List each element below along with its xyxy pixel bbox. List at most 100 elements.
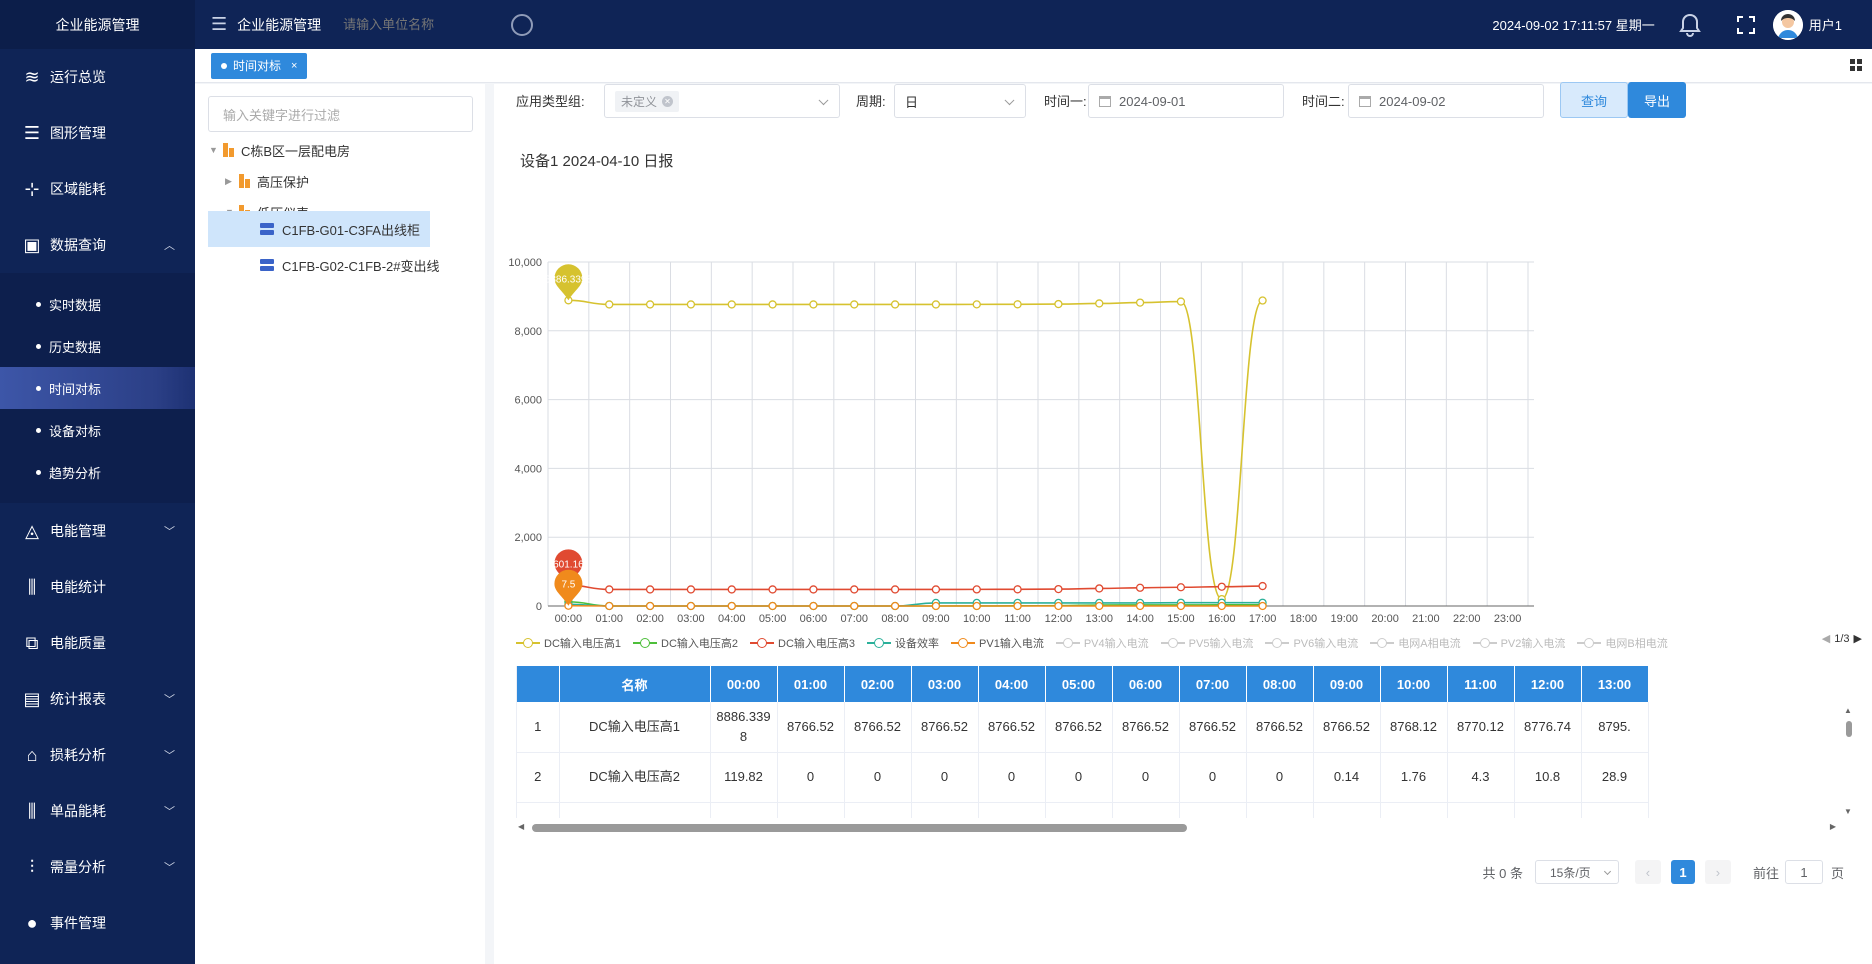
next-page-button[interactable]: › [1704,860,1731,884]
data-point[interactable] [809,601,818,611]
sidebar-item-3[interactable]: ▣ 数据查询 ︿ [0,217,195,273]
scroll-left-icon[interactable]: ◀ [518,822,525,831]
data-point[interactable] [931,300,941,309]
legend-item[interactable]: PV4输入电流 [1055,635,1149,651]
data-point[interactable] [1013,585,1022,594]
data-point[interactable] [890,585,900,594]
page-size-select[interactable]: 15条/页 [1534,860,1619,884]
legend-item[interactable]: DC输入电压高1 [516,635,621,651]
tree-filter-input[interactable]: 输入关键字进行过滤 [208,96,473,132]
data-point[interactable] [1217,601,1226,611]
data-point[interactable] [605,300,614,309]
data-point[interactable] [1135,601,1145,611]
query-button[interactable]: 查询 [1560,82,1628,118]
time1-date-picker[interactable]: 2024-09-01 [1088,84,1284,118]
data-point[interactable] [972,300,981,309]
table-vertical-scrollbar[interactable]: ▲ ▼ [1844,706,1854,816]
data-point[interactable] [1095,299,1104,308]
horizontal-scroll-thumb[interactable] [532,824,1187,832]
fullscreen-icon[interactable] [1735,14,1757,36]
data-point[interactable] [972,585,981,594]
legend-item[interactable]: 电网B相电流 [1577,635,1668,651]
legend-item[interactable]: PV2输入电流 [1472,635,1565,651]
data-point[interactable] [1095,601,1104,611]
sidebar-subitem-4[interactable]: 趋势分析 [0,451,195,493]
tab-close-icon[interactable]: × [291,59,298,72]
export-button[interactable]: 导出 [1628,82,1686,118]
sidebar-subitem-1[interactable]: 历史数据 [0,325,195,367]
page-1-button[interactable]: 1 [1670,860,1695,884]
data-point[interactable] [1095,584,1104,593]
data-point[interactable] [1258,581,1267,591]
sidebar-item-4[interactable]: ◬ 电能管理 ﹀ [0,503,195,559]
vertical-scroll-thumb[interactable] [1846,721,1852,737]
prev-page-button[interactable]: ‹ [1634,860,1661,884]
data-point[interactable] [1135,583,1145,592]
avatar[interactable] [1772,9,1803,40]
sidebar-subitem-3[interactable]: 设备对标 [0,409,195,451]
period-select[interactable]: 日 [894,84,1026,118]
menu-toggle-icon[interactable]: ☰ [211,14,228,34]
data-point[interactable] [1054,601,1063,611]
data-point[interactable] [809,300,818,309]
tree-node-root[interactable]: ▼ C栋B区一层配电房 [209,132,350,168]
data-point[interactable] [645,585,655,594]
data-point[interactable] [768,300,777,309]
table-horizontal-scrollbar[interactable]: ◀ ▶ [516,820,1836,834]
data-point[interactable] [1013,300,1022,309]
data-point[interactable] [645,601,655,611]
sidebar-subitem-2[interactable]: 时间对标 [0,367,195,409]
data-point[interactable] [890,601,900,611]
data-point[interactable] [850,601,859,611]
data-point[interactable] [890,300,900,309]
data-point[interactable] [727,601,736,611]
time2-date-picker[interactable]: 2024-09-02 [1348,84,1544,118]
legend-item[interactable]: PV6输入电流 [1265,635,1358,651]
sidebar-item-7[interactable]: ▤ 统计报表 ﹀ [0,671,195,727]
tag-close-icon[interactable]: ✕ [662,95,674,107]
tree-node-device-1[interactable]: C1FB-G01-C3FA出线柜 [208,211,430,247]
legend-item[interactable]: PV5输入电流 [1160,635,1253,651]
legend-item[interactable]: DC输入电压高3 [750,635,855,651]
sidebar-item-8[interactable]: ⌂ 损耗分析 ﹀ [0,727,195,783]
sidebar-item-1[interactable]: ☰ 图形管理 [0,105,195,161]
legend-item[interactable]: DC输入电压高2 [633,635,738,651]
goto-page-input[interactable]: 1 [1784,860,1823,884]
unit-search-input[interactable] [341,16,512,33]
data-point[interactable] [1258,601,1267,611]
data-point[interactable] [727,585,736,594]
data-point[interactable] [1258,296,1267,305]
user-name[interactable]: 用户1 [1808,18,1842,33]
tree-node-hv-protection[interactable]: ▶ 高压保护 [225,163,309,199]
data-point[interactable] [768,585,777,594]
data-point[interactable] [686,601,696,611]
sidebar-item-0[interactable]: ≋ 运行总览 [0,49,195,105]
sidebar-item-5[interactable]: ⫼ 电能统计 [0,559,195,615]
data-point[interactable] [1054,299,1063,309]
sidebar-item-9[interactable]: ⫼ 单品能耗 ﹀ [0,783,195,839]
data-point[interactable] [645,300,655,309]
caret-down-icon[interactable]: ▼ [209,145,218,155]
legend-next-icon[interactable]: ▶ [1853,633,1862,645]
bell-icon[interactable] [1677,12,1703,38]
data-point[interactable] [768,601,777,611]
data-point[interactable] [1013,601,1022,611]
data-point[interactable] [931,601,941,611]
data-point[interactable] [931,585,941,594]
data-point[interactable] [727,300,736,309]
data-point[interactable] [850,585,859,594]
legend-item[interactable]: PV1输入电流 [951,635,1044,651]
data-point[interactable] [605,585,614,594]
tree-node-device-2[interactable]: C1FB-G02-C1FB-2#变出线 [260,247,439,283]
data-point[interactable] [1176,601,1186,611]
data-point[interactable] [972,601,981,611]
data-point[interactable] [1176,583,1186,592]
data-point[interactable] [850,300,859,309]
grid-menu-icon[interactable] [1850,59,1862,71]
tab-time-benchmark[interactable]: 时间对标 × [211,52,308,79]
scroll-right-icon[interactable]: ▶ [1829,822,1836,831]
legend-item[interactable]: 电网A相电流 [1370,635,1461,651]
data-point[interactable] [686,300,696,309]
sidebar-item-11[interactable]: ● 事件管理 [0,895,195,951]
data-point[interactable] [1054,584,1063,594]
